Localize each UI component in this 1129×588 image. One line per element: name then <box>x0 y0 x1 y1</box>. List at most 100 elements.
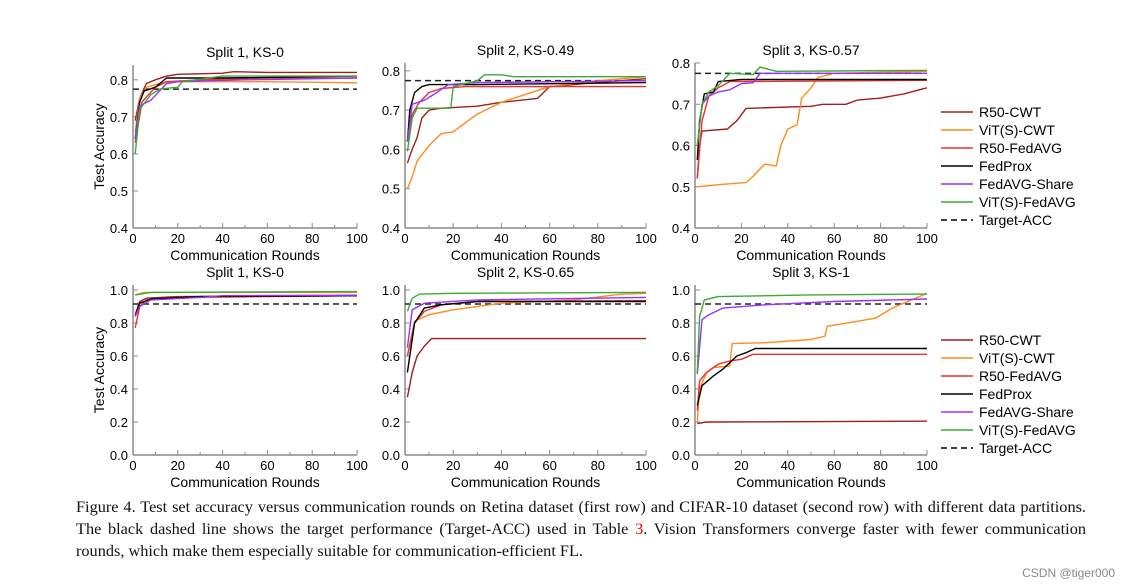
legend-label: R50-CWT <box>979 332 1042 348</box>
series-line-fedprox <box>696 347 927 406</box>
chart-panel-3: Split 3, KS-0.57 0 20 40 60 80 100 0.4 0.5 0.6 0.7… <box>672 42 938 263</box>
y-tick-label: 0.4 <box>382 382 400 397</box>
y-tick-label: 0.4 <box>672 382 690 397</box>
series-line-r50-cwt <box>406 337 646 398</box>
table-reference-link[interactable]: 3 <box>635 519 644 538</box>
legend-label: R50-FedAVG <box>979 140 1062 156</box>
x-tick-label: 0 <box>691 458 698 473</box>
x-axis-label: Communication Rounds <box>736 247 885 263</box>
series-line-fedprox <box>134 295 358 317</box>
x-tick-label: 0 <box>129 458 136 473</box>
y-tick-label: 0.4 <box>382 221 400 236</box>
series-line-r50-fedavg <box>696 79 928 179</box>
figure-caption: Figure 4. Test set accuracy versus commu… <box>76 496 1086 562</box>
legend-label: R50-FedAVG <box>979 368 1062 384</box>
x-tick-label: 80 <box>591 458 605 473</box>
chart-panel-6: Split 3, KS-1 0 20 40 60 80 100 0.0 0.2 0.4 0.6 0.8… <box>672 264 938 490</box>
x-tick-label: 20 <box>171 231 185 246</box>
x-tick-label: 0 <box>401 458 408 473</box>
series-line-r50-fedavg <box>134 295 358 329</box>
chart-panel-5: Split 2, KS-0.65 0 20 40 60 80 100 0.0 0.2 0.4 0.6… <box>382 264 657 490</box>
x-tick-label: 80 <box>591 231 605 246</box>
y-tick-label: 0.8 <box>110 73 128 88</box>
series-line-r50-cwt <box>134 71 357 121</box>
series-line-fedprox <box>696 78 927 160</box>
chart-panel-4: Split 1, KS-0 0 20 40 60 80 100 0.0 0.2 0.4 0.6 0.8… <box>91 264 368 490</box>
legend-label: FedProx <box>979 386 1032 402</box>
series-line-fedavg-share <box>134 77 358 140</box>
y-tick-label: 0.8 <box>382 64 400 79</box>
x-tick-label: 40 <box>215 231 229 246</box>
y-tick-label: 0.0 <box>110 448 128 463</box>
x-tick-label: 60 <box>542 231 556 246</box>
series-line-r50-cwt <box>406 78 647 164</box>
series-line-r50-cwt <box>697 420 928 425</box>
y-tick-label: 0.2 <box>672 415 690 430</box>
series-line-r50-fedavg <box>696 353 927 411</box>
x-tick-label: 40 <box>781 458 795 473</box>
x-tick-label: 60 <box>827 231 841 246</box>
x-tick-label: 80 <box>873 458 887 473</box>
y-tick-label: 0.4 <box>110 382 128 397</box>
y-tick-label: 0.5 <box>382 182 400 197</box>
y-tick-label: 0.7 <box>672 97 690 112</box>
y-tick-label: 0.7 <box>382 103 400 118</box>
chart-title: Split 2, KS-0.49 <box>477 42 574 58</box>
x-tick-label: 100 <box>916 458 938 473</box>
chart-title: Split 3, KS-0.57 <box>762 42 859 58</box>
y-tick-label: 0.0 <box>382 448 400 463</box>
x-tick-label: 20 <box>734 231 748 246</box>
legend-label: ViT(S)-FedAVG <box>979 422 1076 438</box>
series-line-vit-s-fedavg <box>696 66 928 146</box>
y-tick-label: 0.6 <box>672 349 690 364</box>
legend-1: R50-CWT ViT(S)-CWT R50-FedAVG FedProx FedAVG… <box>941 104 1076 228</box>
chart-panel-2: Split 2, KS-0.49 0 20 40 60 80 100 0.4 0.5 0.6 0.7… <box>382 42 657 263</box>
x-tick-label: 80 <box>305 231 319 246</box>
y-tick-label: 0.5 <box>672 180 690 195</box>
y-tick-label: 0.6 <box>382 349 400 364</box>
legend-label: Target-ACC <box>979 440 1052 456</box>
x-tick-label: 40 <box>781 231 795 246</box>
x-axis-label: Communication Rounds <box>170 247 319 263</box>
x-axis-label: Communication Rounds <box>451 474 600 490</box>
x-tick-label: 20 <box>446 458 460 473</box>
legend-label: ViT(S)-CWT <box>979 122 1055 138</box>
series-line-fedavg-share <box>406 296 647 348</box>
x-tick-label: 20 <box>734 458 748 473</box>
x-tick-label: 20 <box>446 231 460 246</box>
series-line-fedavg-share <box>696 298 928 375</box>
y-tick-label: 0.8 <box>382 316 400 331</box>
x-tick-label: 60 <box>542 458 556 473</box>
caption-text: Figure 4. Test set accuracy versus commu… <box>76 497 1086 538</box>
series-line-r50-fedavg <box>406 300 647 357</box>
y-axis-label: Test Accuracy <box>91 103 107 189</box>
y-tick-label: 0.5 <box>110 184 128 199</box>
series-line-vit-s-fedavg <box>134 75 357 154</box>
x-tick-label: 100 <box>635 231 657 246</box>
x-tick-label: 0 <box>129 231 136 246</box>
y-tick-label: 0.6 <box>382 142 400 157</box>
y-tick-label: 0.2 <box>110 415 128 430</box>
y-axis-label: Test Accuracy <box>91 327 107 413</box>
x-tick-label: 40 <box>215 458 229 473</box>
series-line-fedavg-share <box>134 294 358 317</box>
series-line-fedavg-share <box>696 72 927 146</box>
caption-text-end: . Vision Transformers converge faster wi… <box>76 519 1086 560</box>
legend-label: FedAVG-Share <box>979 176 1074 192</box>
legend-label: ViT(S)-CWT <box>979 350 1055 366</box>
watermark: CSDN @tiger000 <box>1022 566 1115 580</box>
series-line-r50-fedavg <box>406 85 646 142</box>
legend-label: ViT(S)-FedAVG <box>979 194 1076 210</box>
y-tick-label: 0.0 <box>672 448 690 463</box>
x-tick-label: 60 <box>260 458 274 473</box>
series-line-vit-s-fedavg <box>406 74 646 152</box>
series-line-vit-s-fedavg <box>406 291 647 312</box>
x-tick-label: 100 <box>346 458 368 473</box>
x-tick-label: 100 <box>635 458 657 473</box>
chart-title: Split 1, KS-0 <box>206 264 284 280</box>
x-tick-label: 80 <box>305 458 319 473</box>
x-tick-label: 40 <box>494 231 508 246</box>
x-axis-label: Communication Rounds <box>736 474 885 490</box>
legend-label: FedAVG-Share <box>979 404 1074 420</box>
y-tick-label: 1.0 <box>382 283 400 298</box>
